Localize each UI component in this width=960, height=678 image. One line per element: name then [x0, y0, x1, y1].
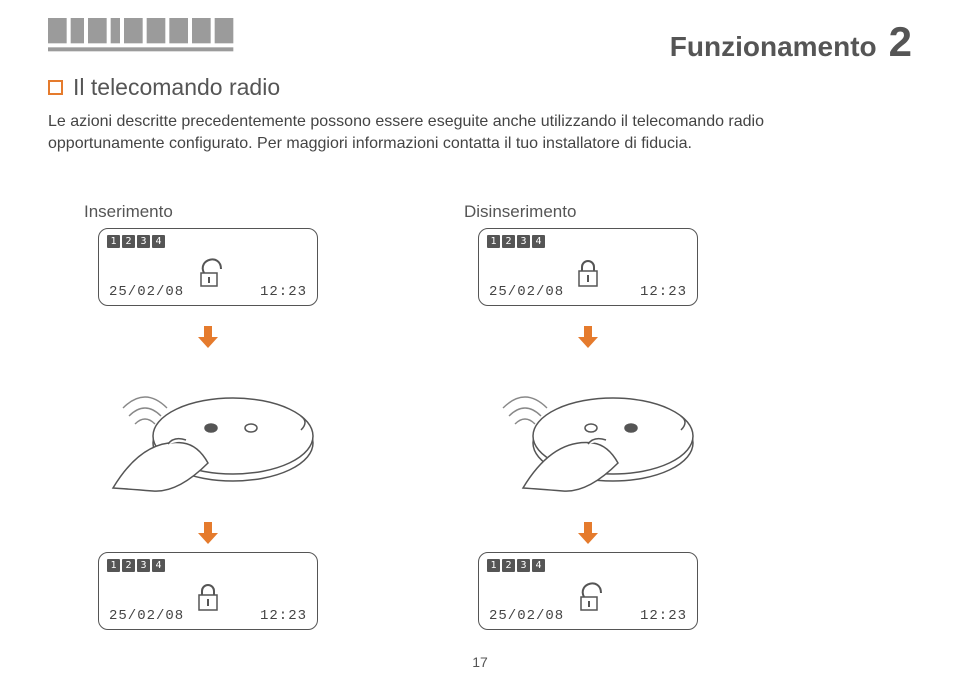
zone-box: 2 [502, 235, 515, 248]
bullet-square-icon [48, 80, 63, 95]
page-header: Funzionamento 2 [48, 18, 912, 66]
page-number: 17 [472, 654, 488, 670]
display-bottom: 1 2 3 4 25/02/08 12:23 [478, 552, 698, 630]
zone-box: 4 [532, 559, 545, 572]
zone-box: 3 [137, 559, 150, 572]
zone-box: 3 [517, 559, 530, 572]
remote-illustration [473, 358, 703, 508]
lock-closed-icon [573, 255, 603, 294]
zone-box: 1 [107, 235, 120, 248]
arrow-down-icon [195, 520, 221, 546]
zone-indicators: 1 2 3 4 [487, 235, 545, 248]
columns: Inserimento 1 2 3 4 25/02/08 12:23 [78, 202, 912, 640]
subheading: Il telecomando radio [48, 74, 912, 101]
subheading-title: Il telecomando radio [73, 74, 280, 101]
zone-box: 1 [487, 235, 500, 248]
display-time: 12:23 [260, 608, 307, 624]
zone-box: 4 [152, 235, 165, 248]
arrow-down-icon [575, 324, 601, 350]
zone-indicators: 1 2 3 4 [487, 559, 545, 572]
display-top: 1 2 3 4 25/02/08 12:23 [98, 228, 318, 306]
zone-box: 2 [122, 559, 135, 572]
section-number: 2 [889, 18, 912, 66]
arrow-down-icon [575, 520, 601, 546]
brand-logo [48, 18, 248, 59]
zone-indicators: 1 2 3 4 [107, 235, 165, 248]
display-time: 12:23 [640, 608, 687, 624]
display-date: 25/02/08 [109, 608, 184, 624]
lock-open-icon [191, 255, 225, 294]
zone-box: 3 [517, 235, 530, 248]
section-label: Funzionamento 2 [670, 18, 912, 66]
column-disinserimento: Disinserimento 1 2 3 4 25/02/08 12:23 [458, 202, 718, 640]
display-date: 25/02/08 [109, 284, 184, 300]
zone-box: 1 [487, 559, 500, 572]
zone-box: 4 [532, 235, 545, 248]
column-title: Inserimento [84, 202, 173, 222]
column-title: Disinserimento [464, 202, 576, 222]
column-inserimento: Inserimento 1 2 3 4 25/02/08 12:23 [78, 202, 338, 640]
zone-box: 4 [152, 559, 165, 572]
display-date: 25/02/08 [489, 284, 564, 300]
lock-closed-icon [193, 579, 223, 618]
zone-box: 3 [137, 235, 150, 248]
body-paragraph: Le azioni descritte precedentemente poss… [48, 111, 858, 154]
zone-indicators: 1 2 3 4 [107, 559, 165, 572]
manual-page: Funzionamento 2 Il telecomando radio Le … [0, 0, 960, 678]
zone-box: 1 [107, 559, 120, 572]
display-time: 12:23 [640, 284, 687, 300]
arrow-down-icon [195, 324, 221, 350]
display-bottom: 1 2 3 4 25/02/08 12:23 [98, 552, 318, 630]
display-top: 1 2 3 4 25/02/08 12:23 [478, 228, 698, 306]
zone-box: 2 [502, 559, 515, 572]
zone-box: 2 [122, 235, 135, 248]
section-title: Funzionamento [670, 31, 877, 63]
display-date: 25/02/08 [489, 608, 564, 624]
remote-illustration [93, 358, 323, 508]
display-time: 12:23 [260, 284, 307, 300]
lock-open-icon [571, 579, 605, 618]
